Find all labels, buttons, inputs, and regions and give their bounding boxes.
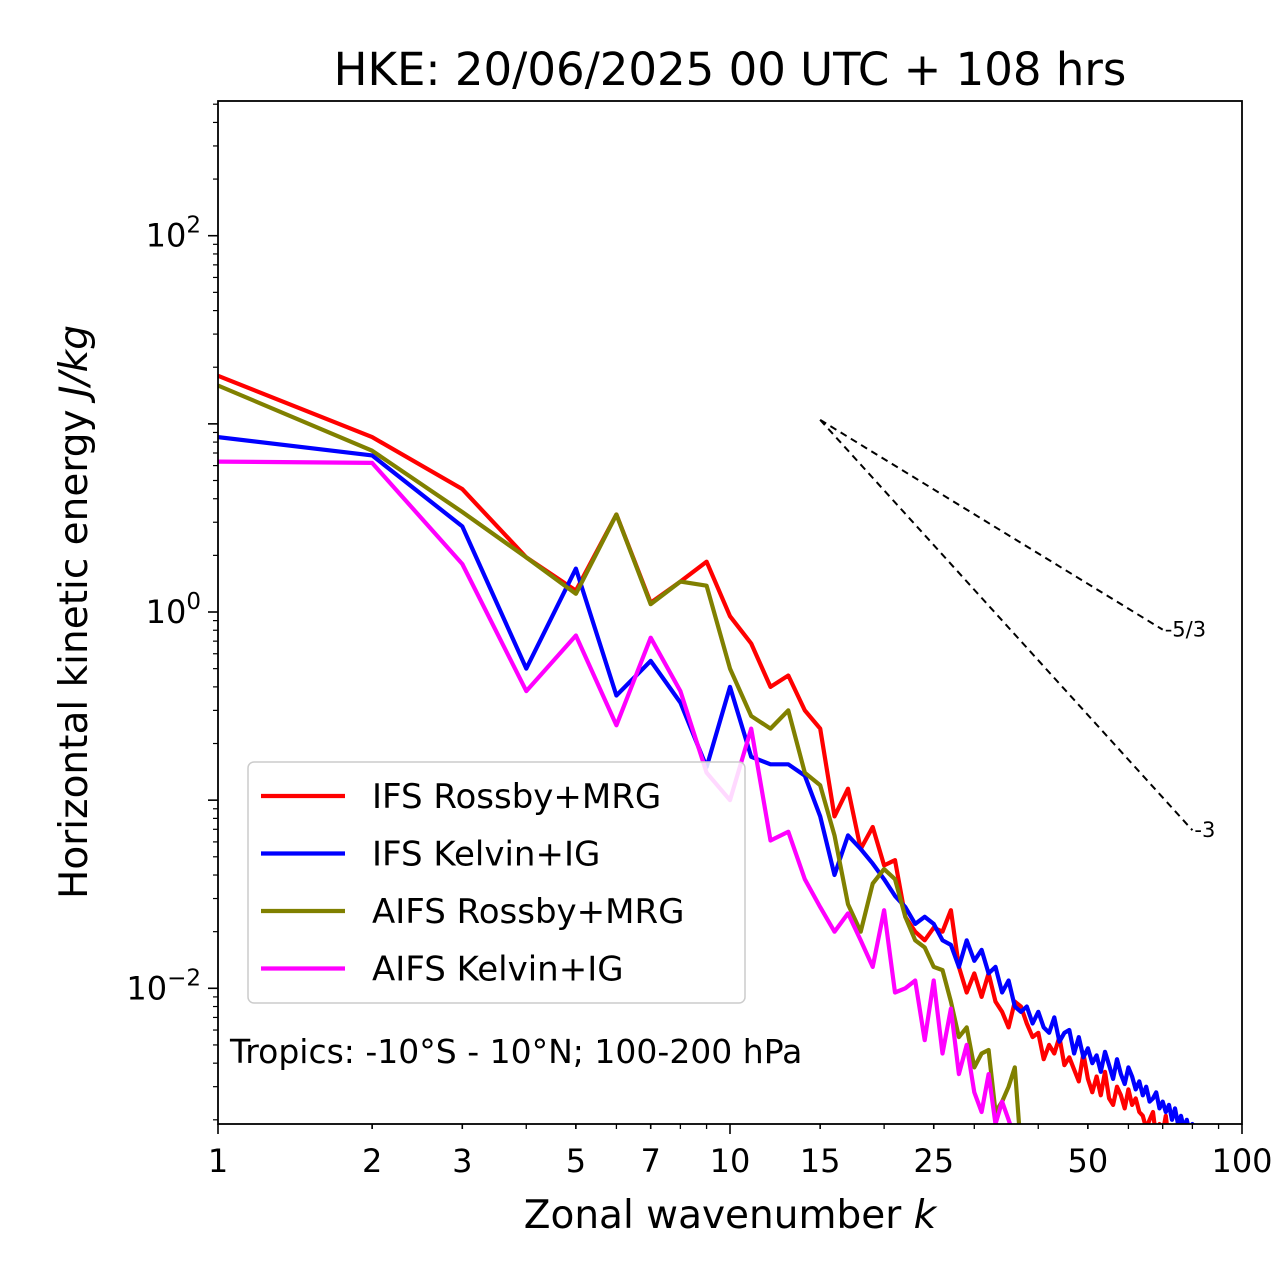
y-tick-label-1: 100 — [146, 589, 201, 631]
legend-label-2: AIFS Rossby+MRG — [372, 892, 684, 932]
x-tick-label-1: 2 — [362, 1142, 382, 1180]
x-tick-label-4: 7 — [641, 1142, 661, 1180]
series-line-1 — [218, 435, 1195, 1124]
slope-label-0: -5/3 — [1165, 618, 1206, 642]
y-axis-label: Horizontal kinetic energy J/kg — [52, 325, 97, 899]
series-line-0 — [218, 373, 1169, 1124]
x-tick-label-2: 3 — [452, 1142, 472, 1180]
y-tick-label-0: 102 — [146, 213, 201, 255]
x-tick-label-8: 50 — [1068, 1142, 1109, 1180]
x-tick-label-7: 25 — [913, 1142, 954, 1180]
y-axis-label-unit: J/kg — [52, 325, 97, 404]
region-annotation: Tropics: -10°S - 10°N; 100-200 hPa — [229, 1032, 802, 1071]
x-tick-label-0: 1 — [208, 1142, 228, 1180]
slope-line-0 — [819, 419, 1164, 631]
legend-box — [247, 761, 746, 1004]
x-axis-label: Zonal wavenumber k — [524, 1193, 938, 1238]
x-tick-label-3: 5 — [566, 1142, 586, 1180]
x-tick-label-5: 10 — [710, 1142, 751, 1180]
y-axis-label-text: Horizontal kinetic energy — [52, 397, 97, 899]
chart-title: HKE: 20/06/2025 00 UTC + 108 hrs — [334, 43, 1127, 96]
legend-entries: IFS Rossby+MRG IFS Kelvin+IG AIFS Rossby+M… — [261, 777, 684, 990]
slope-label-1: -3 — [1194, 818, 1215, 842]
x-tick-label-9: 100 — [1211, 1142, 1272, 1180]
legend: IFS Rossby+MRG IFS Kelvin+IG AIFS Rossby+M… — [247, 761, 746, 1004]
x-tick-label-6: 15 — [800, 1142, 841, 1180]
legend-label-3: AIFS Kelvin+IG — [372, 950, 624, 990]
x-axis-label-text: Zonal wavenumber — [524, 1193, 914, 1238]
slope-line-1 — [819, 419, 1194, 831]
series-line-2 — [218, 383, 1022, 1124]
x-axis-label-var: k — [914, 1193, 938, 1238]
y-tick-label-2: 10−2 — [126, 965, 201, 1007]
reference-slopes: -5/3 -3 — [819, 419, 1215, 842]
legend-label-0: IFS Rossby+MRG — [372, 777, 661, 817]
x-axis: 1 2 3 5 7 10 15 25 50 100 — [208, 1124, 1273, 1180]
legend-label-1: IFS Kelvin+IG — [372, 835, 600, 875]
y-axis: 102 100 10−2 — [126, 103, 218, 1121]
